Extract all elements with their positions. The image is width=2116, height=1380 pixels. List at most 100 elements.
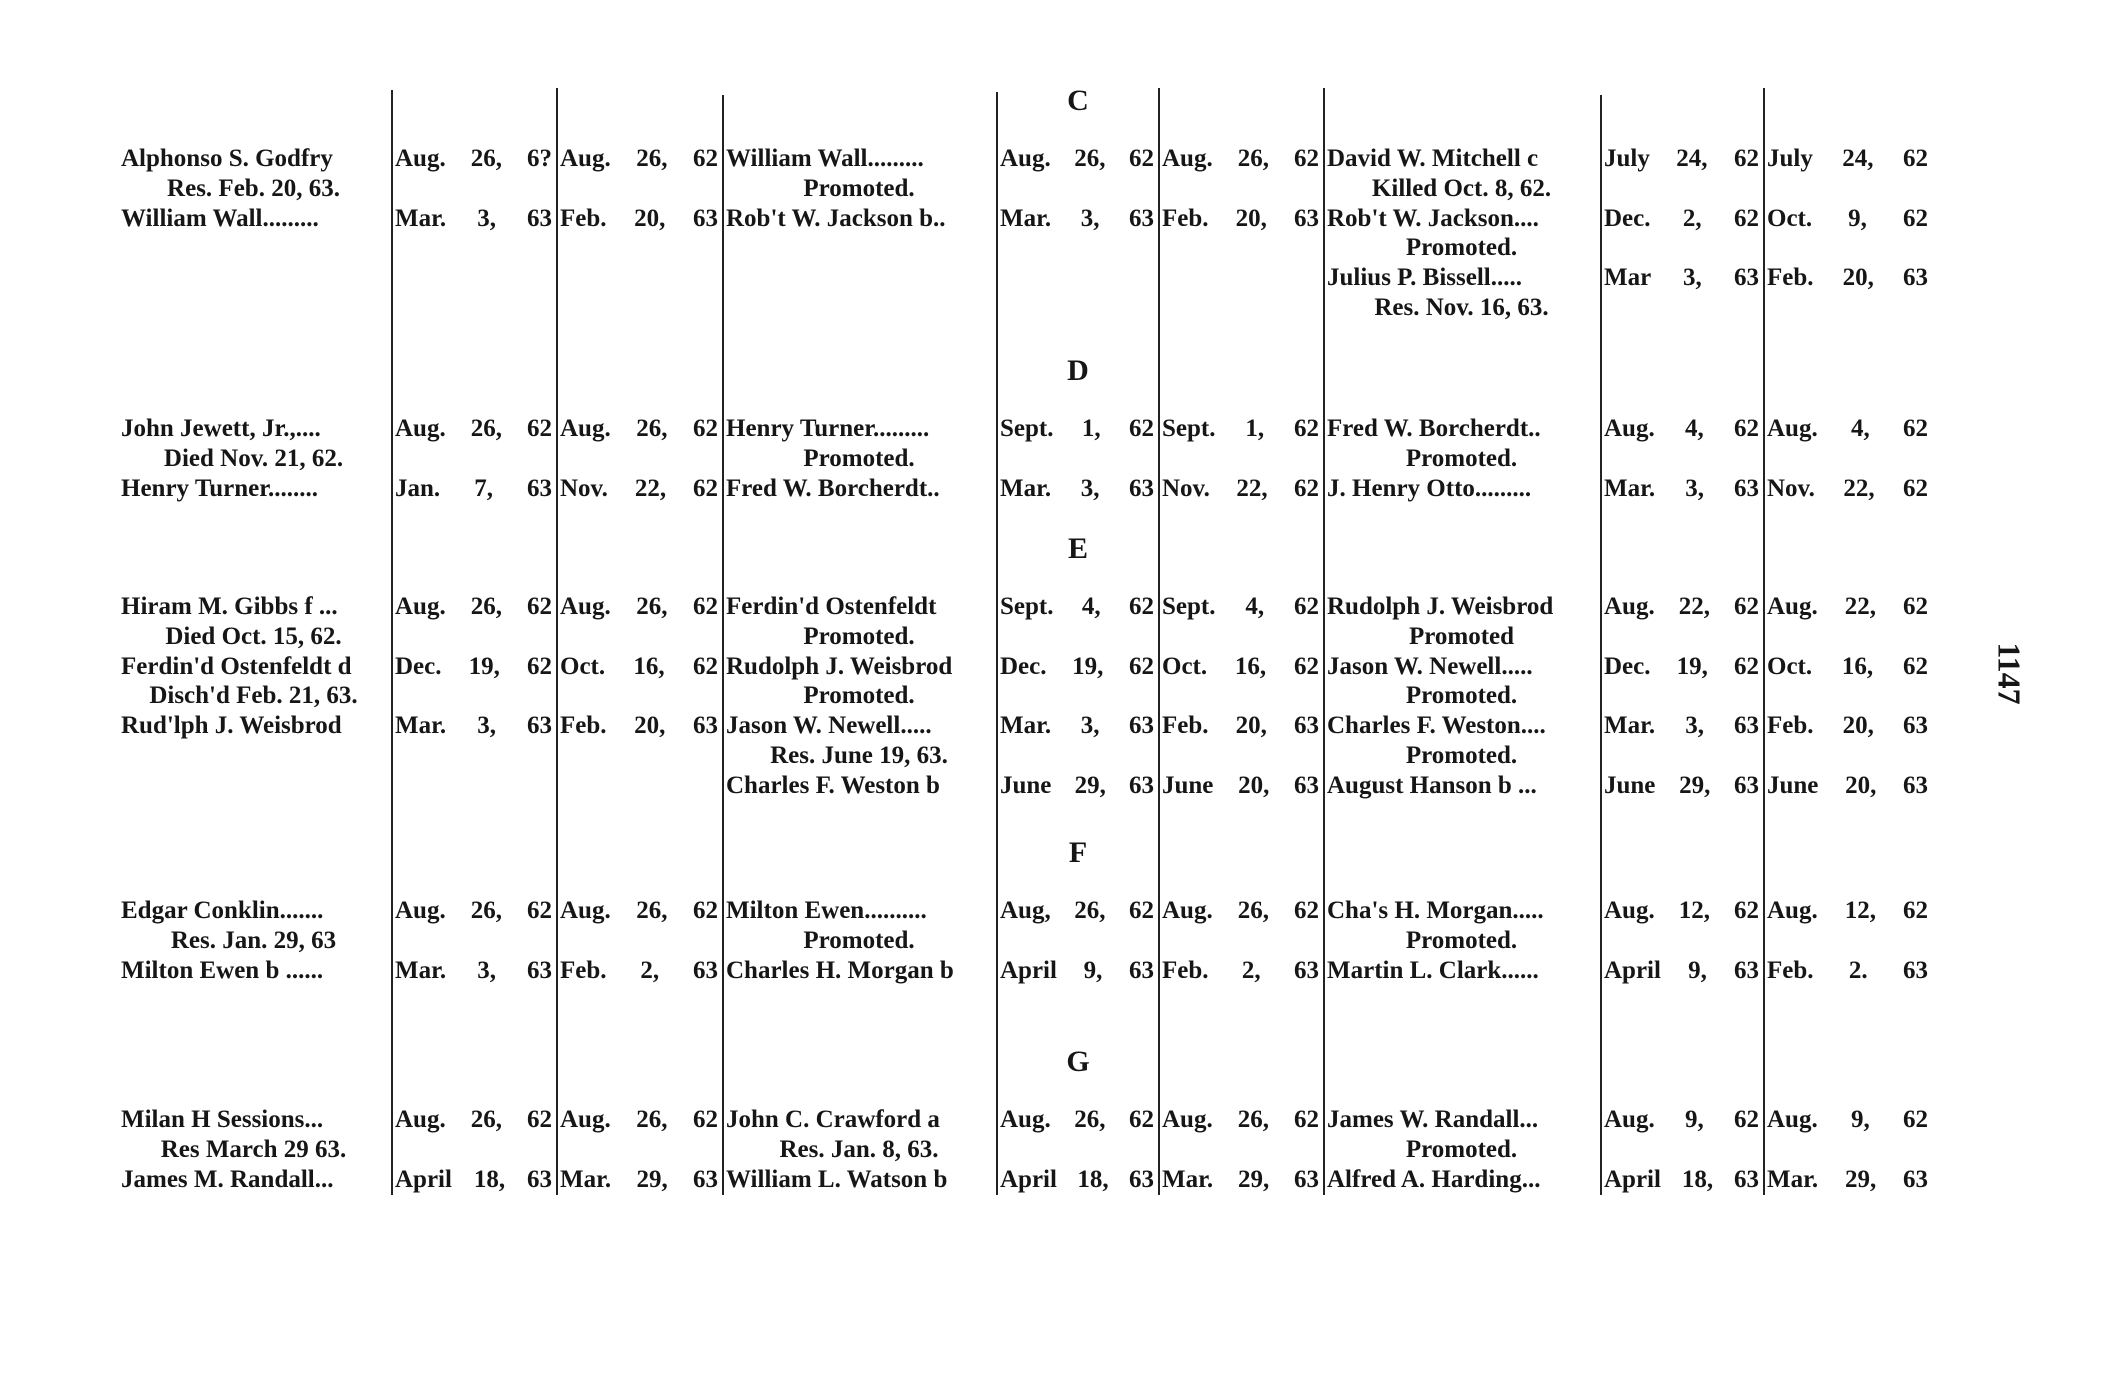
status-note: Promoted. <box>1405 234 1518 262</box>
status-note: Promoted. <box>803 444 915 472</box>
section-letter: G <box>1066 1045 1090 1078</box>
status-note: Disch'd Feb. 21, 63. <box>149 682 358 710</box>
commission-date: Aug. 26, 6? <box>395 145 552 172</box>
rank-date: Aug. 26, 62 <box>1162 145 1319 172</box>
officer-name: Henry Turner........ <box>121 474 319 502</box>
rank-date: Feb. 20, 63 <box>1162 712 1319 740</box>
table-row: Disch'd Feb. 21, 63. Promoted. Promoted. <box>0 681 2116 711</box>
commission-date: June 29, 63 <box>1604 771 1759 799</box>
officer-name: William Wall......... <box>121 204 319 232</box>
commission-date: Sept. 4, 62 <box>1000 593 1154 620</box>
officer-name: Jason W. Newell..... <box>726 712 932 740</box>
table-row: Rud'lph J. Weisbrod Mar. 3, 63 Feb. 20, 63… <box>0 711 2116 741</box>
officer-name: Rob't W. Jackson.... <box>1327 204 1539 232</box>
officer-name: Hiram M. Gibbs f ... <box>121 593 338 620</box>
commission-date: Mar. 3, 63 <box>395 956 552 984</box>
rank-date: June 20, 63 <box>1767 771 1928 799</box>
table-row: Res. June 19, 63. Promoted. <box>0 741 2116 771</box>
rank-date: Aug. 22, 62 <box>1767 593 1928 620</box>
rank-date: Oct. 9, 62 <box>1767 204 1928 232</box>
table-row: Alphonso S. Godfry Aug. 26, 6? Aug. 26, 62… <box>0 144 2116 174</box>
table-row: Died Oct. 15, 62. Promoted. Promoted <box>0 622 2116 652</box>
officer-name: Milan H Sessions... <box>121 1106 324 1133</box>
commission-date: April 9, 63 <box>1000 956 1154 984</box>
rank-date: Sept. 4, 62 <box>1162 593 1319 620</box>
column-rule <box>391 90 393 1195</box>
officer-name: Jason W. Newell..... <box>1327 652 1533 680</box>
rank-date: Oct. 16, 62 <box>1767 652 1928 680</box>
status-note: Res. Jan. 8, 63. <box>779 1135 939 1163</box>
rank-date: Oct. 16, 62 <box>1162 652 1319 680</box>
table-row: Res March 29 63. Res. Jan. 8, 63. Promoted… <box>0 1135 2116 1165</box>
commission-date: April 9, 63 <box>1604 956 1759 984</box>
status-note: Killed Oct. 8, 62. <box>1371 174 1552 202</box>
commission-date: Mar. 3, 63 <box>395 204 552 232</box>
officer-name: Fred W. Borcherdt.. <box>1327 415 1541 442</box>
status-note: Res March 29 63. <box>160 1135 347 1163</box>
table-row: Res. Jan. 29, 63 Promoted. Promoted. <box>0 926 2116 956</box>
table-row: Ferdin'd Ostenfeldt d Dec. 19, 62 Oct. 16,… <box>0 652 2116 682</box>
table-row: William Wall......... Mar. 3, 63 Feb. 20, … <box>0 204 2116 234</box>
officer-name: James M. Randall... <box>121 1165 334 1193</box>
table-row: Charles F. Weston b June 29, 63 June 20, 6… <box>0 771 2116 801</box>
officer-name: J. Henry Otto......... <box>1327 474 1532 502</box>
officer-name: Julius P. Bissell..... <box>1327 264 1522 292</box>
status-note: Res. June 19, 63. <box>770 742 948 769</box>
commission-date: Sept. 1, 62 <box>1000 415 1154 442</box>
rank-date: Mar. 29, 63 <box>1162 1165 1319 1193</box>
rank-date: Aug. 26, 62 <box>1162 897 1319 924</box>
column-rule <box>556 88 558 1195</box>
rank-date: Feb. 20, 63 <box>1162 204 1319 232</box>
table-row: Edgar Conklin....... Aug. 26, 62 Aug. 26, … <box>0 896 2116 926</box>
rank-date: Feb. 20, 63 <box>1767 264 1928 292</box>
table-row: Died Nov. 21, 62. Promoted. Promoted. <box>0 444 2116 474</box>
rank-date: Feb. 2, 63 <box>1162 956 1319 984</box>
status-note: Promoted. <box>1405 742 1518 769</box>
column-rule <box>1600 95 1602 1195</box>
commission-date: Aug. 26, 62 <box>395 897 552 924</box>
commission-date: April 18, 63 <box>1604 1165 1759 1193</box>
table-row: James M. Randall... April 18, 63 Mar. 29, … <box>0 1165 2116 1195</box>
rank-date: Aug. 26, 62 <box>560 897 718 924</box>
commission-date: Dec. 19, 62 <box>395 652 552 680</box>
commission-date: Aug. 26, 62 <box>395 1106 552 1133</box>
rank-date: Aug. 9, 62 <box>1767 1106 1928 1133</box>
table-row: Hiram M. Gibbs f ... Aug. 26, 62 Aug. 26, … <box>0 592 2116 622</box>
commission-date: Aug. 26, 62 <box>395 593 552 620</box>
officer-name: Alphonso S. Godfry <box>121 145 333 172</box>
commission-date: Dec. 19, 62 <box>1000 652 1154 680</box>
commission-date: Mar. 3, 63 <box>1604 712 1759 740</box>
status-note: Promoted. <box>803 174 915 202</box>
officer-name: Rob't W. Jackson b.. <box>726 204 946 232</box>
officer-name: Martin L. Clark...... <box>1327 956 1539 984</box>
officer-name: Rudolph J. Weisbrod <box>1327 593 1554 620</box>
table-row: Promoted. <box>0 233 2116 263</box>
commission-date: Mar. 3, 63 <box>1000 204 1154 232</box>
commission-date: Mar. 3, 63 <box>395 712 552 740</box>
officer-name: Fred W. Borcherdt.. <box>726 474 940 502</box>
table-row: Milton Ewen b ...... Mar. 3, 63 Feb. 2, 63… <box>0 956 2116 986</box>
commission-date: April 18, 63 <box>395 1165 552 1193</box>
rank-date: Feb. 20, 63 <box>560 712 718 740</box>
column-rule <box>996 92 998 1195</box>
status-note: Promoted. <box>803 682 915 710</box>
officer-name: Cha's H. Morgan..... <box>1327 897 1544 924</box>
column-rule <box>722 95 724 1195</box>
table-row: John Jewett, Jr.,.... Aug. 26, 62 Aug. 26,… <box>0 414 2116 444</box>
officer-name: Charles F. Weston b <box>726 771 940 799</box>
rank-date: Nov. 22, 62 <box>1767 474 1928 502</box>
officer-name: Henry Turner......... <box>726 415 930 442</box>
column-rule <box>1158 88 1160 1195</box>
officer-name: Milton Ewen b ...... <box>121 956 324 984</box>
status-note: Promoted. <box>803 622 915 650</box>
commission-date: Dec. 19, 62 <box>1604 652 1759 680</box>
officer-name: John Jewett, Jr.,.... <box>121 415 321 442</box>
officer-name: William L. Watson b <box>726 1165 948 1193</box>
column-rule <box>1323 88 1325 1195</box>
status-note: Promoted. <box>1405 444 1518 472</box>
commission-date: Dec. 2, 62 <box>1604 204 1759 232</box>
rank-date: Aug. 12, 62 <box>1767 897 1928 924</box>
rank-date: June 20, 63 <box>1162 771 1319 799</box>
officer-name: Charles H. Morgan b <box>726 956 954 984</box>
rank-date: Aug. 26, 62 <box>560 145 718 172</box>
